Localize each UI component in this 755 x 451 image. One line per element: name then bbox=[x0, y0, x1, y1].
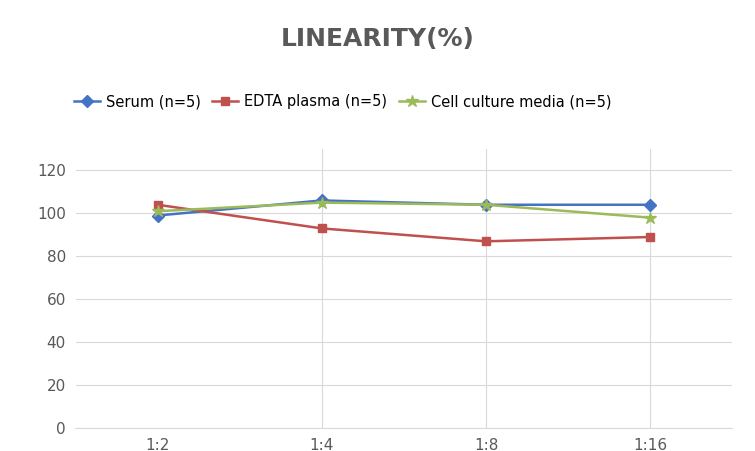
Cell culture media (n=5) bbox=[646, 215, 655, 221]
Cell culture media (n=5) bbox=[153, 208, 162, 214]
EDTA plasma (n=5) bbox=[646, 235, 655, 240]
Legend: Serum (n=5), EDTA plasma (n=5), Cell culture media (n=5): Serum (n=5), EDTA plasma (n=5), Cell cul… bbox=[68, 88, 618, 115]
EDTA plasma (n=5) bbox=[153, 202, 162, 207]
Line: Serum (n=5): Serum (n=5) bbox=[153, 196, 655, 220]
Serum (n=5) bbox=[317, 198, 326, 203]
Serum (n=5) bbox=[646, 202, 655, 207]
Serum (n=5) bbox=[482, 202, 491, 207]
Cell culture media (n=5) bbox=[317, 200, 326, 205]
EDTA plasma (n=5) bbox=[317, 226, 326, 231]
Serum (n=5) bbox=[153, 213, 162, 218]
Line: Cell culture media (n=5): Cell culture media (n=5) bbox=[151, 196, 657, 224]
EDTA plasma (n=5) bbox=[482, 239, 491, 244]
Line: EDTA plasma (n=5): EDTA plasma (n=5) bbox=[153, 201, 655, 245]
Text: LINEARITY(%): LINEARITY(%) bbox=[281, 27, 474, 51]
Cell culture media (n=5) bbox=[482, 202, 491, 207]
